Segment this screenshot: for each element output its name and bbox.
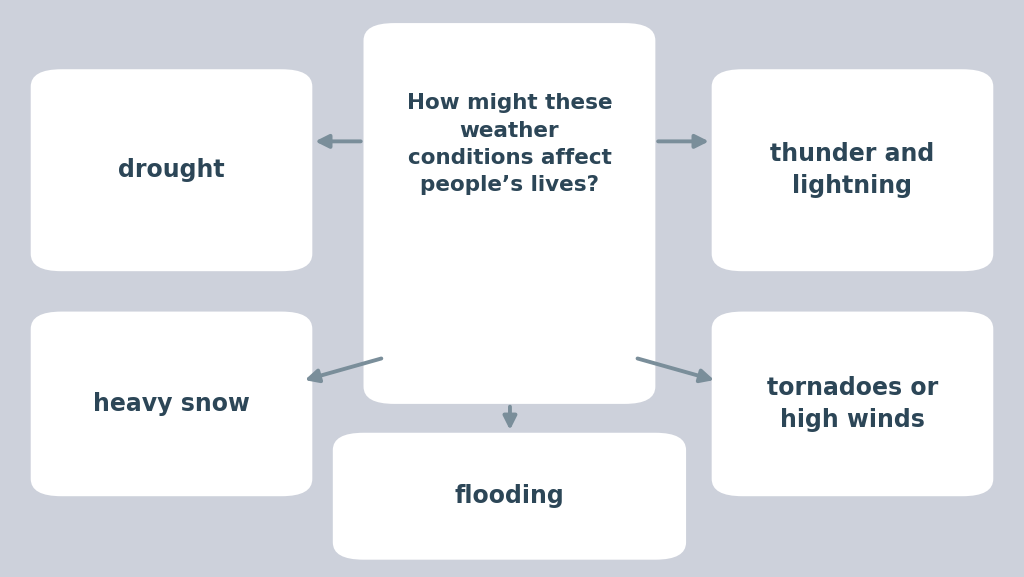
FancyBboxPatch shape	[31, 69, 312, 271]
FancyBboxPatch shape	[364, 23, 655, 404]
Text: flooding: flooding	[455, 484, 564, 508]
Text: heavy snow: heavy snow	[93, 392, 250, 416]
Text: How might these
weather
conditions affect
people’s lives?: How might these weather conditions affec…	[407, 93, 612, 195]
Text: tornadoes or
high winds: tornadoes or high winds	[767, 376, 938, 432]
FancyBboxPatch shape	[333, 433, 686, 560]
FancyBboxPatch shape	[712, 312, 993, 496]
Text: drought: drought	[118, 158, 225, 182]
FancyBboxPatch shape	[712, 69, 993, 271]
FancyBboxPatch shape	[31, 312, 312, 496]
Text: thunder and
lightning: thunder and lightning	[770, 143, 935, 198]
